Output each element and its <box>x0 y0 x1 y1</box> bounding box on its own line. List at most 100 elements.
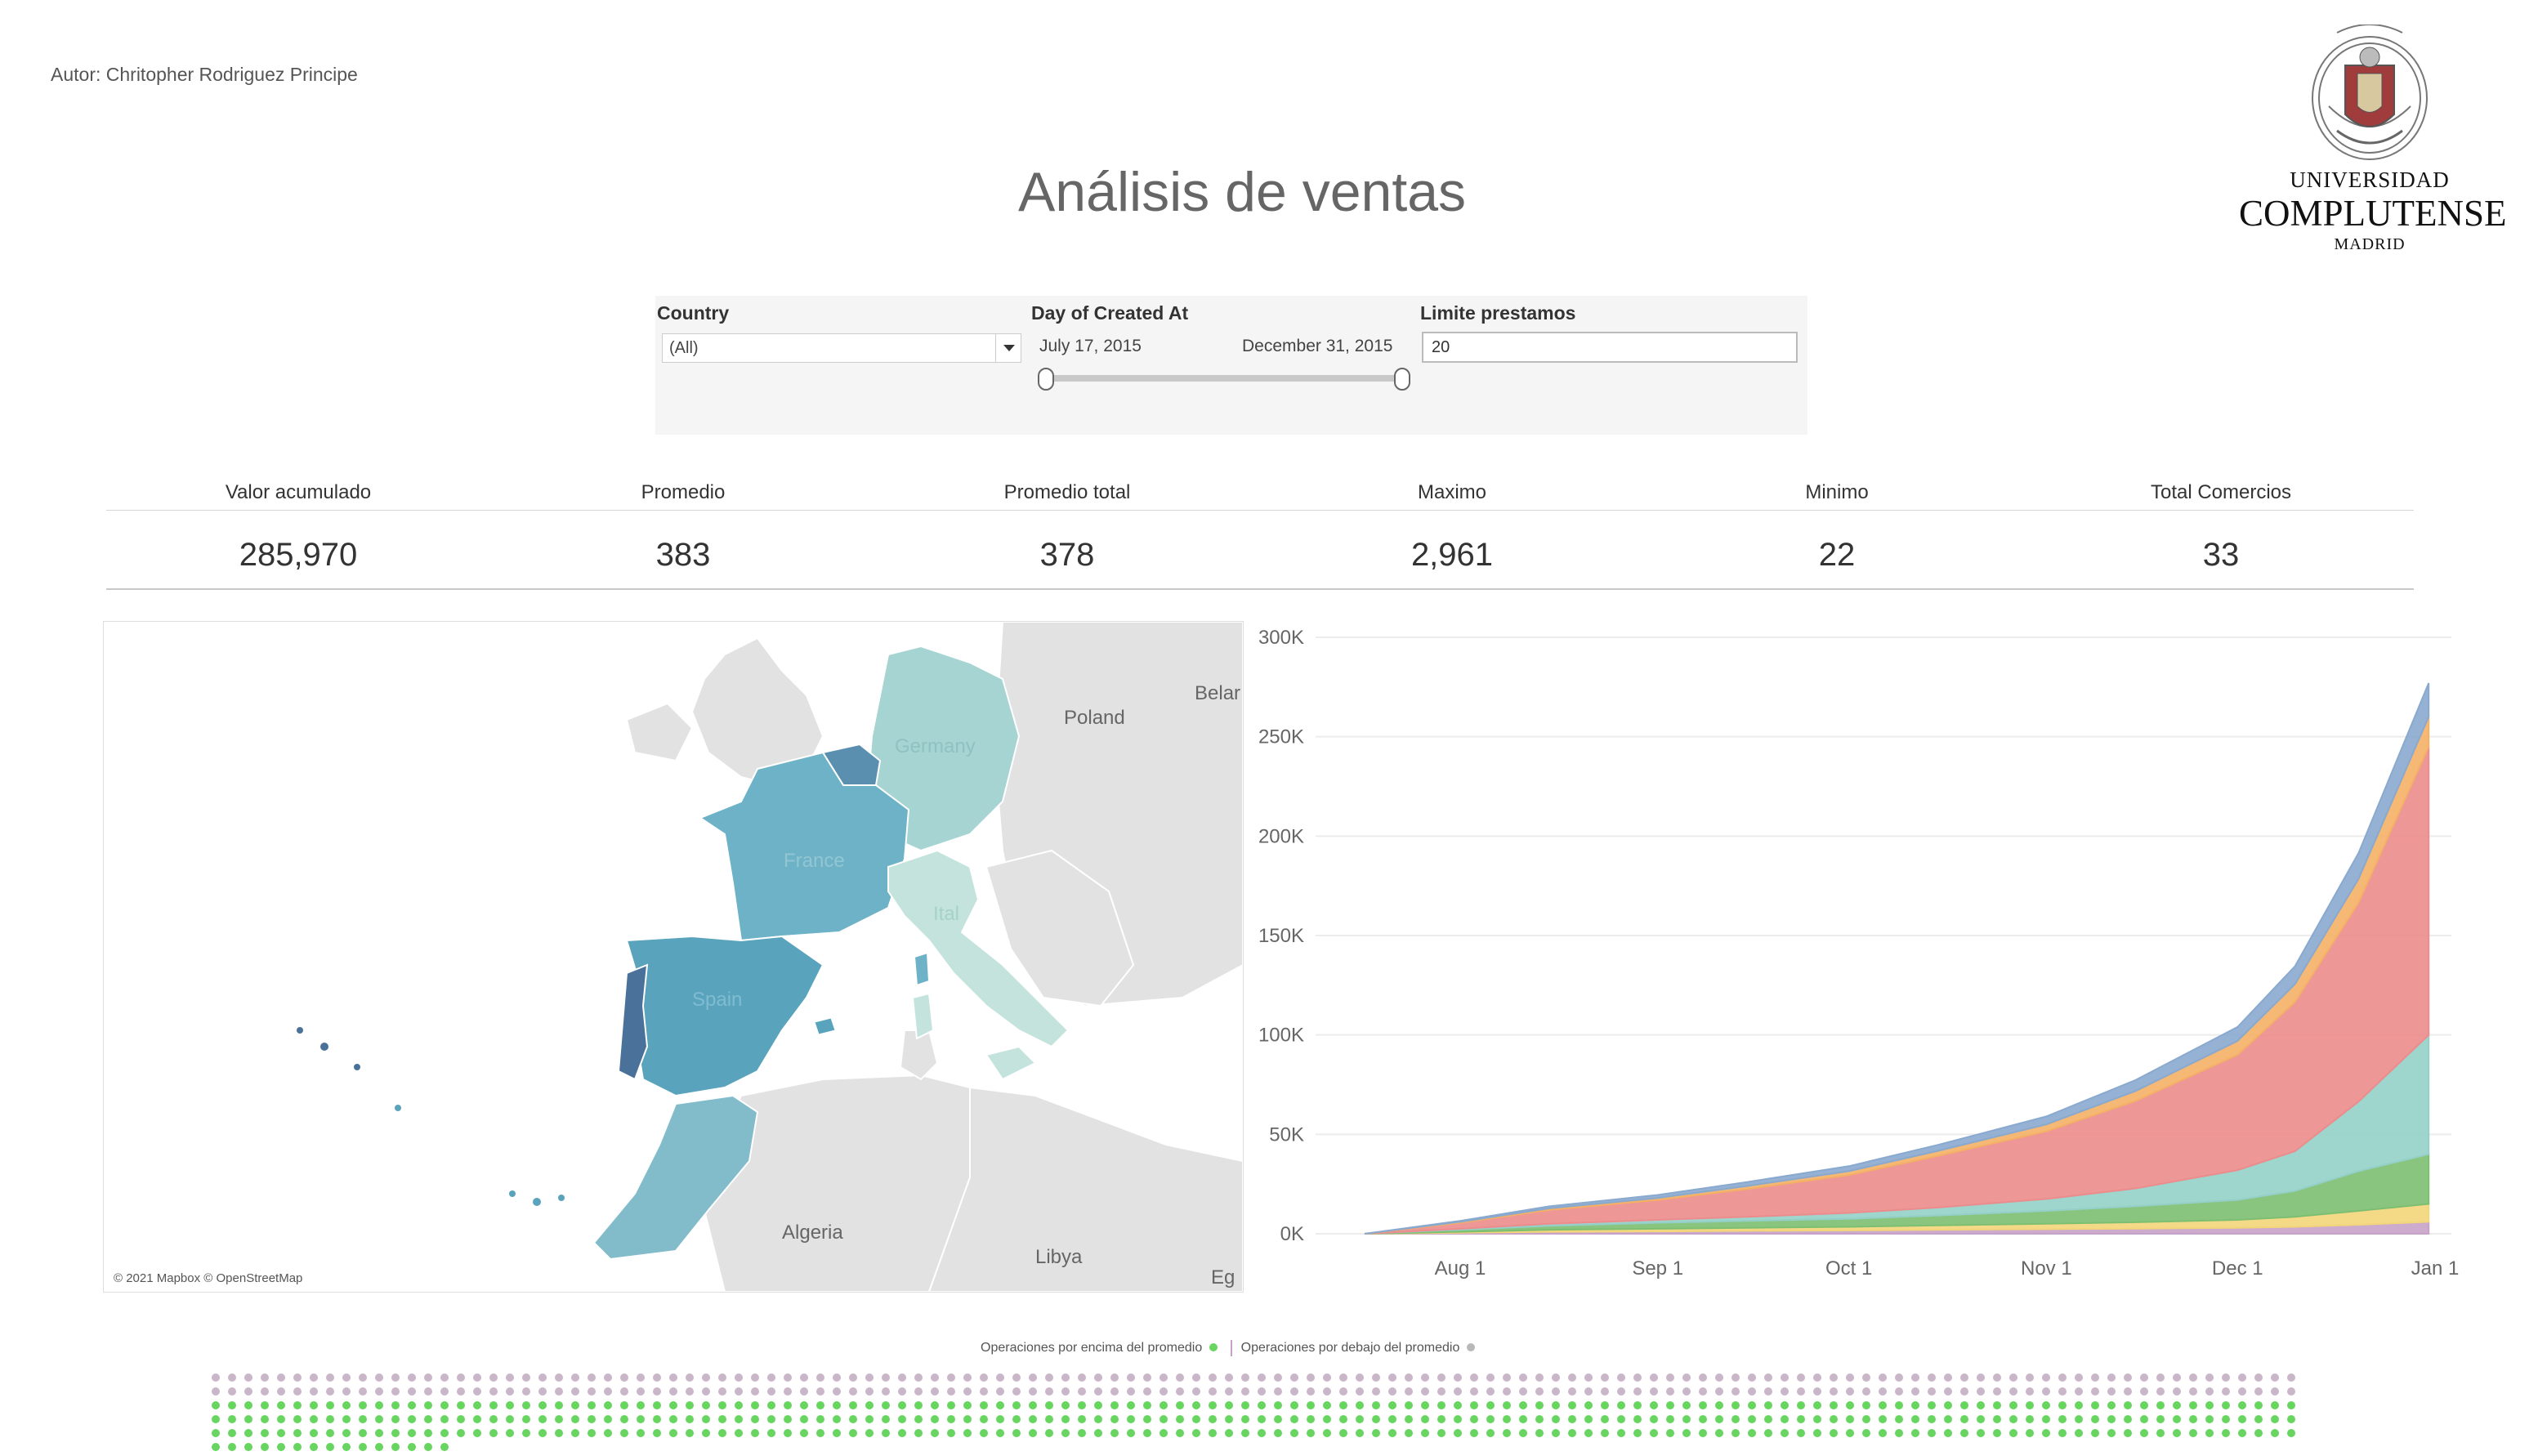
operation-dot[interactable] <box>931 1387 939 1396</box>
operation-dot[interactable] <box>1405 1429 1413 1437</box>
operation-dot[interactable] <box>277 1387 285 1396</box>
operation-dot[interactable] <box>1879 1401 1887 1409</box>
operation-dot[interactable] <box>1012 1415 1021 1423</box>
operation-dot[interactable] <box>2254 1387 2263 1396</box>
operation-dot[interactable] <box>2173 1401 2181 1409</box>
operation-dot[interactable] <box>228 1401 236 1409</box>
operation-dot[interactable] <box>359 1373 367 1382</box>
operation-dot[interactable] <box>898 1387 906 1396</box>
operation-dot[interactable] <box>2058 1373 2067 1382</box>
operation-dot[interactable] <box>1895 1415 1903 1423</box>
operation-dot[interactable] <box>2009 1415 2017 1423</box>
operation-dot[interactable] <box>980 1401 988 1409</box>
operation-dot[interactable] <box>2205 1429 2214 1437</box>
operation-dot[interactable] <box>1339 1373 1347 1382</box>
operation-dot[interactable] <box>1862 1415 1870 1423</box>
operation-dot[interactable] <box>1045 1373 1053 1382</box>
operation-dot[interactable] <box>1405 1387 1413 1396</box>
operation-dot[interactable] <box>2156 1401 2165 1409</box>
operation-dot[interactable] <box>702 1387 710 1396</box>
operation-dot[interactable] <box>228 1387 236 1396</box>
operation-dot[interactable] <box>1731 1373 1740 1382</box>
operation-dot[interactable] <box>882 1429 890 1437</box>
operation-dot[interactable] <box>1437 1429 1445 1437</box>
operation-dot[interactable] <box>914 1415 923 1423</box>
operation-dot[interactable] <box>1519 1373 1527 1382</box>
operation-dot[interactable] <box>2075 1429 2083 1437</box>
operation-dot[interactable] <box>489 1387 498 1396</box>
operation-dot[interactable] <box>2091 1415 2099 1423</box>
operation-dot[interactable] <box>1617 1429 1625 1437</box>
operation-dot[interactable] <box>1094 1387 1102 1396</box>
operation-dot[interactable] <box>1699 1373 1707 1382</box>
operation-dot[interactable] <box>702 1373 710 1382</box>
operation-dot[interactable] <box>2173 1429 2181 1437</box>
operation-dot[interactable] <box>1650 1401 1658 1409</box>
operation-dot[interactable] <box>2091 1373 2099 1382</box>
operation-dot[interactable] <box>2140 1387 2148 1396</box>
operation-dot[interactable] <box>1372 1401 1380 1409</box>
operation-dot[interactable] <box>1437 1373 1445 1382</box>
operation-dot[interactable] <box>669 1373 677 1382</box>
operation-dot[interactable] <box>1944 1387 1952 1396</box>
operation-dot[interactable] <box>1584 1373 1593 1382</box>
map-canvas[interactable]: Poland Belar Germany France Ital Spain A… <box>104 622 1243 1292</box>
operation-dot[interactable] <box>408 1387 416 1396</box>
operation-dot[interactable] <box>375 1401 383 1409</box>
operation-dot[interactable] <box>1617 1387 1625 1396</box>
operation-dot[interactable] <box>816 1373 824 1382</box>
operation-dot[interactable] <box>440 1401 449 1409</box>
operation-dot[interactable] <box>326 1387 334 1396</box>
operation-dot[interactable] <box>882 1401 890 1409</box>
operation-dot[interactable] <box>1879 1415 1887 1423</box>
operation-dot[interactable] <box>1192 1415 1200 1423</box>
operation-dot[interactable] <box>2026 1401 2034 1409</box>
operation-dot[interactable] <box>277 1401 285 1409</box>
operation-dot[interactable] <box>555 1429 563 1437</box>
operation-dot[interactable] <box>1552 1373 1560 1382</box>
operation-dot[interactable] <box>1584 1387 1593 1396</box>
operation-dot[interactable] <box>1911 1401 1919 1409</box>
sales-map[interactable]: Poland Belar Germany France Ital Spain A… <box>103 621 1244 1293</box>
operation-dot[interactable] <box>261 1429 269 1437</box>
map-region-balkans[interactable] <box>985 849 1135 1007</box>
operation-dot[interactable] <box>914 1401 923 1409</box>
operation-dot[interactable] <box>1029 1415 1037 1423</box>
operation-dot[interactable] <box>2042 1387 2050 1396</box>
operation-dot[interactable] <box>718 1387 726 1396</box>
operation-dot[interactable] <box>1764 1373 1772 1382</box>
operation-dot[interactable] <box>391 1415 400 1423</box>
operation-dot[interactable] <box>784 1401 792 1409</box>
operation-dot[interactable] <box>1290 1415 1298 1423</box>
operation-dot[interactable] <box>1421 1429 1429 1437</box>
operation-dot[interactable] <box>1274 1373 1282 1382</box>
operation-dot[interactable] <box>1061 1401 1070 1409</box>
cumulative-sales-chart[interactable]: 0K 50K 100K 150K 200K 250K 300K Aug 1 Sep 1 Oct 1… <box>1250 621 2468 1299</box>
operation-dot[interactable] <box>1650 1429 1658 1437</box>
operation-dot[interactable] <box>2287 1415 2295 1423</box>
operation-dot[interactable] <box>686 1401 694 1409</box>
operation-dot[interactable] <box>506 1429 514 1437</box>
operation-dot[interactable] <box>1503 1387 1511 1396</box>
operation-dot[interactable] <box>865 1401 874 1409</box>
operation-dot[interactable] <box>800 1373 808 1382</box>
map-region-canary-islands[interactable] <box>509 1190 516 1197</box>
operation-dot[interactable] <box>1339 1387 1347 1396</box>
operation-dot[interactable] <box>1258 1415 1266 1423</box>
operation-dot[interactable] <box>1781 1415 1789 1423</box>
operation-dot[interactable] <box>767 1415 775 1423</box>
operation-dot[interactable] <box>702 1415 710 1423</box>
operation-dot[interactable] <box>1944 1415 1952 1423</box>
operation-dot[interactable] <box>882 1415 890 1423</box>
operation-dot[interactable] <box>1993 1401 2001 1409</box>
operation-dot[interactable] <box>2271 1387 2279 1396</box>
operation-dot[interactable] <box>1993 1415 2001 1423</box>
operation-dot[interactable] <box>538 1387 547 1396</box>
operation-dot[interactable] <box>1470 1401 1478 1409</box>
operation-dot[interactable] <box>2189 1429 2197 1437</box>
operation-dot[interactable] <box>1813 1415 1821 1423</box>
operation-dot[interactable] <box>767 1401 775 1409</box>
operation-dot[interactable] <box>1895 1373 1903 1382</box>
operation-dot[interactable] <box>424 1401 432 1409</box>
operation-dot[interactable] <box>2254 1373 2263 1382</box>
